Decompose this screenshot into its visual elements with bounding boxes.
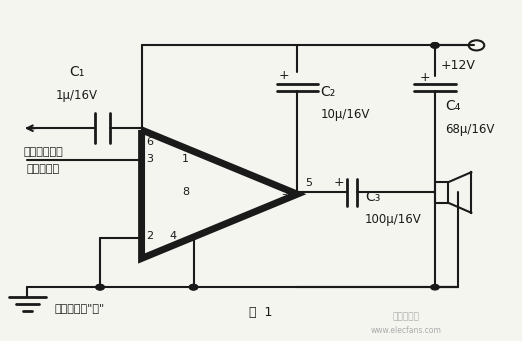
Text: +: + <box>334 176 345 189</box>
Circle shape <box>189 284 198 290</box>
Text: 1: 1 <box>182 154 189 164</box>
Circle shape <box>96 284 104 290</box>
Text: C₂: C₂ <box>321 85 336 99</box>
Text: C₃: C₃ <box>365 190 380 204</box>
Text: www.elecfans.com: www.elecfans.com <box>371 326 442 335</box>
Text: 电子发烧友: 电子发烧友 <box>393 312 420 321</box>
Text: 68μ/16V: 68μ/16V <box>445 123 495 136</box>
Text: 3: 3 <box>146 154 153 164</box>
Circle shape <box>431 43 439 48</box>
Circle shape <box>189 284 198 290</box>
Text: 接音量电位器: 接音量电位器 <box>23 147 63 157</box>
Text: 图  1: 图 1 <box>250 306 272 319</box>
Text: 1μ/16V: 1μ/16V <box>56 89 98 103</box>
Text: 的中心插头: 的中心插头 <box>27 164 60 174</box>
Text: 2: 2 <box>146 232 153 241</box>
Circle shape <box>431 43 439 48</box>
Text: +: + <box>279 69 290 82</box>
Circle shape <box>431 284 439 290</box>
Text: 接电视机的"地": 接电视机的"地" <box>54 303 104 313</box>
Text: +12V: +12V <box>441 59 476 72</box>
Text: 6: 6 <box>146 137 153 147</box>
Bar <box>435 182 448 203</box>
Text: 8: 8 <box>182 188 189 197</box>
Text: C₁: C₁ <box>69 65 85 79</box>
Text: 10μ/16V: 10μ/16V <box>321 108 370 121</box>
Text: 4: 4 <box>169 232 176 241</box>
Text: +: + <box>419 71 430 84</box>
Text: 5: 5 <box>305 178 312 188</box>
Text: 100μ/16V: 100μ/16V <box>365 213 422 226</box>
Circle shape <box>96 284 104 290</box>
Text: C₄: C₄ <box>445 99 461 113</box>
Text: 5: 5 <box>281 188 288 197</box>
